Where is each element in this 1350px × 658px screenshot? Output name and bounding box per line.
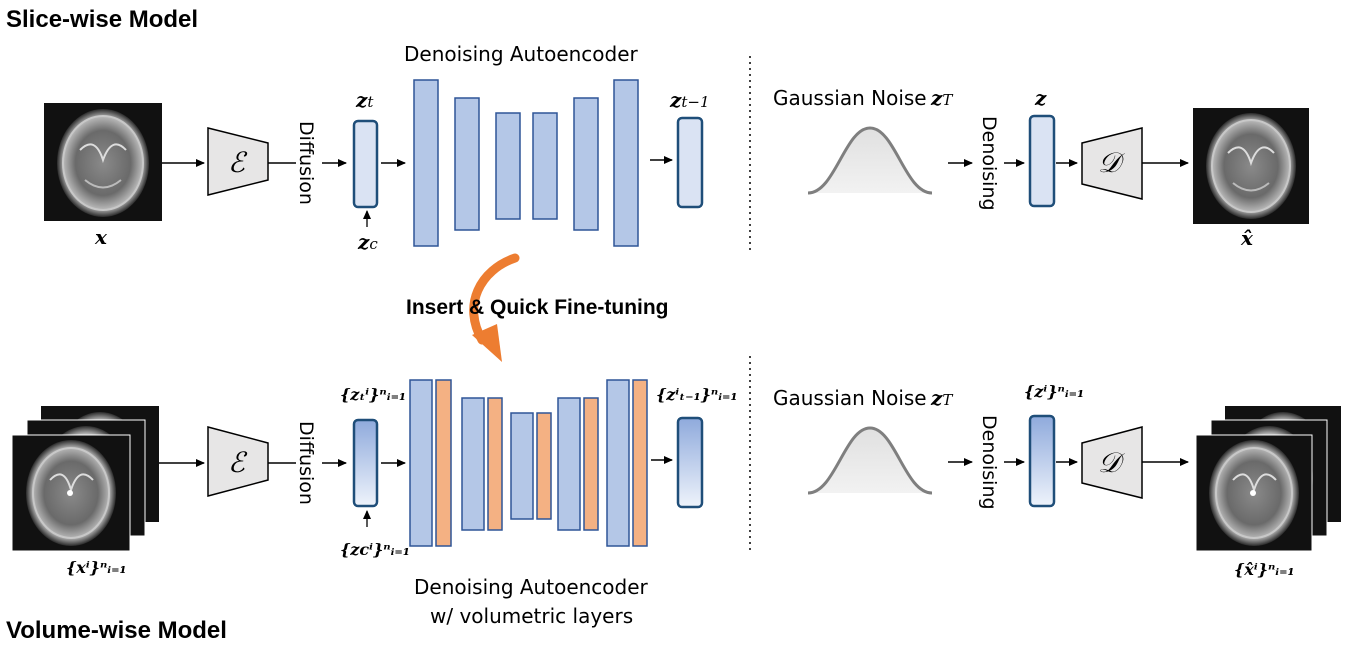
z-set-label: {zⁱ}ⁿᵢ₌₁ [1024, 382, 1085, 401]
zT-subscript: T [942, 91, 953, 109]
zt1-label: zt−1 [670, 88, 710, 112]
decoder-symbol-bottom: 𝒟 [1098, 446, 1121, 479]
gaussian-fill-top [808, 128, 932, 193]
encoder-symbol-bottom: ℰ [228, 446, 245, 479]
gaussian-noise-text-bottom: Gaussian Noise [773, 386, 927, 410]
zt1-symbol: z [670, 88, 682, 112]
zt-set-label: {zₜⁱ}ⁿᵢ₌₁ [340, 385, 407, 404]
top-diffusion-label: Diffusion [295, 121, 317, 205]
decoder-block-bottom [1081, 426, 1143, 499]
latent-z-set [1028, 414, 1056, 508]
x-hat-set-label: {x̂ⁱ}ⁿᵢ₌₁ [1234, 560, 1295, 579]
top-denoising-autoencoder [413, 79, 639, 247]
fine-tuning-arrow-head [472, 324, 502, 362]
z-label: z [1035, 86, 1047, 110]
gaussian-fill-bottom [808, 428, 932, 493]
top-gaussian-noise-label: Gaussian Noise zT [773, 86, 952, 110]
fine-tuning-callout: Insert & Quick Fine-tuning [406, 296, 669, 319]
x-set-label: {xⁱ}ⁿᵢ₌₁ [66, 558, 127, 577]
latent-zt [352, 119, 379, 209]
output-brain-stack [1195, 406, 1341, 552]
input-x-label: x [95, 225, 107, 249]
zc-subscript: c [369, 235, 378, 253]
encoder-block-bottom [207, 426, 269, 497]
zT-symbol-bottom: z [931, 386, 943, 410]
zt1-set-label: {zⁱₜ₋₁}ⁿᵢ₌₁ [656, 385, 738, 404]
bottom-dae-label-line1: Denoising Autoencoder [414, 575, 648, 599]
top-dae-label: Denoising Autoencoder [404, 42, 638, 66]
zT-subscript-bottom: T [942, 391, 953, 409]
volume-wise-title: Volume-wise Model [6, 617, 227, 644]
encoder-symbol: ℰ [228, 146, 245, 179]
zt-subscript: t [367, 93, 374, 111]
zT-symbol: z [931, 86, 943, 110]
zc-label: zc [358, 230, 378, 254]
bottom-diffusion-label: Diffusion [295, 421, 317, 505]
zt-symbol: z [356, 88, 368, 112]
input-brain-image [44, 103, 162, 221]
decoder-symbol: 𝒟 [1098, 146, 1121, 179]
zc-set-label: {zcⁱ}ⁿᵢ₌₁ [340, 540, 410, 559]
latent-zt-set [352, 418, 379, 508]
zc-symbol: z [358, 230, 370, 254]
bottom-gaussian-noise-label: Gaussian Noise zT [773, 386, 952, 410]
x-hat-label: x̂ [1241, 226, 1253, 250]
gaussian-noise-text: Gaussian Noise [773, 86, 927, 110]
bottom-denoising-autoencoder [409, 379, 648, 547]
slice-wise-title: Slice-wise Model [6, 6, 199, 33]
latent-zt1-set [676, 416, 704, 509]
latent-zt1 [676, 116, 704, 209]
output-brain-image [1193, 108, 1309, 224]
zt1-subscript: t−1 [681, 93, 710, 111]
encoder-block [207, 127, 269, 196]
fine-tuning-arrow [469, 253, 520, 345]
input-brain-stack [11, 406, 159, 552]
zt-label: zt [356, 88, 373, 112]
decoder-block [1081, 127, 1143, 200]
gaussian-curve-top [807, 126, 933, 195]
gaussian-curve-bottom [807, 426, 933, 495]
bottom-denoising-label: Denoising [978, 415, 1000, 510]
latent-z [1028, 114, 1056, 208]
bottom-dae-label-line2: w/ volumetric layers [430, 604, 634, 628]
top-denoising-label: Denoising [978, 116, 1000, 211]
